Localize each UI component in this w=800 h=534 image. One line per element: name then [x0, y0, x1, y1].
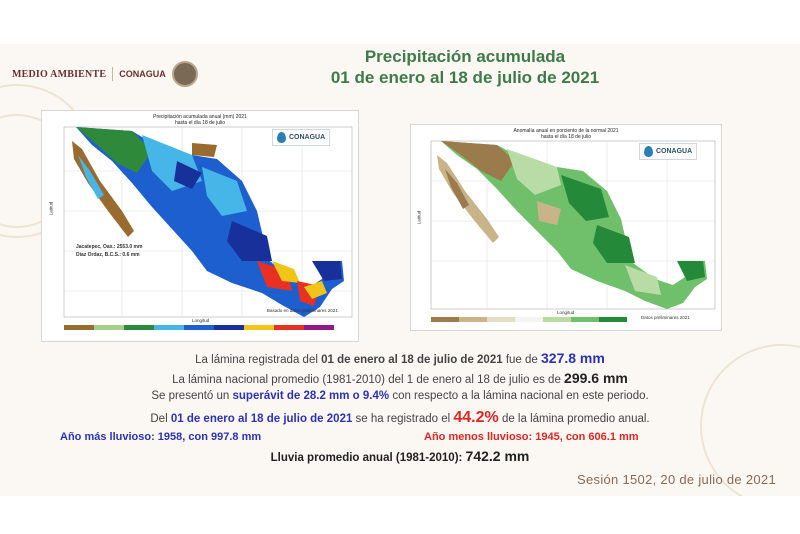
info-date-range: 01 de enero al 18 de julio de 2021	[321, 354, 503, 366]
info-text: La lámina registrada del	[195, 354, 322, 366]
precipitation-map: Precipitación acumulada anual (mm) 2021 …	[41, 110, 359, 342]
info-text: con respecto a la lámina nacional en est…	[389, 390, 649, 402]
info-text: de la lámina promedio anual.	[498, 413, 650, 425]
info-line-1: La lámina registrada del 01 de enero al …	[0, 350, 800, 366]
annual-average-value: 742.2 mm	[465, 448, 530, 464]
lat-label: Latitud	[416, 210, 422, 225]
water-drop-icon	[644, 146, 653, 157]
title-line-1: Precipitación acumulada	[364, 47, 566, 66]
base-note: Datos preliminares 2021	[641, 315, 690, 320]
info-line-4: Del 01 de enero al 18 de julio de 2021 s…	[0, 409, 800, 427]
conagua-badge-label: CONAGUA	[656, 148, 693, 155]
max-rain-note: Jacatepec, Oax.: 2553.0 mm	[76, 244, 143, 250]
logo-divider	[112, 67, 114, 81]
page-title: Precipitación acumulada 01 de enero al 1…	[300, 46, 630, 88]
session-footer: Sesión 1502, 20 de julio de 2021	[577, 472, 776, 487]
lat-label: Latitud	[48, 201, 54, 216]
info-text: se ha registrado el	[352, 413, 454, 425]
wettest-year: Año más lluvioso: 1958, con 997.8 mm	[60, 431, 262, 443]
map-caption-line-2: hasta el día 18 de julio	[540, 134, 592, 140]
anomaly-map-graphic	[430, 140, 716, 322]
driest-year: Año menos lluvioso: 1945, con 606.1 mm	[424, 431, 639, 443]
map-caption-line-1: Anomalía anual en porciento de la normal…	[513, 128, 619, 134]
min-rain-note: Diaz Ordaz, B.C.S.: 0.6 mm	[76, 252, 140, 258]
surplus-value: superávit de 28.2 mm o 9.4%	[232, 390, 390, 402]
info-line-3: Se presentó un superávit de 28.2 mm o 9.…	[0, 390, 800, 402]
seal-icon	[171, 61, 198, 87]
base-note: Basado en datos preliminares 2021	[267, 308, 338, 313]
anomaly-map: Anomalía anual en porciento de la normal…	[410, 124, 722, 331]
info-line-2: La lámina nacional promedio (1981-2010) …	[0, 370, 800, 386]
map-caption-line-2: hasta el día 18 de julio	[174, 120, 226, 126]
info-text: Del	[150, 413, 171, 425]
header-logos: MEDIO AMBIENTE CONAGUA	[12, 61, 198, 87]
info-text: La lámina nacional promedio (1981-2010) …	[172, 374, 565, 386]
info-text: Se presentó un	[151, 390, 233, 402]
map-caption-line-1: Precipitación acumulada anual (mm) 2021	[153, 114, 247, 120]
percent-value: 44.2%	[453, 409, 499, 426]
conagua-logo: CONAGUA	[119, 69, 166, 79]
medio-ambiente-logo: MEDIO AMBIENTE	[12, 68, 107, 80]
lon-label: Longitud	[192, 318, 210, 323]
conagua-badge: CONAGUA	[272, 129, 331, 146]
title-line-2: 01 de enero al 18 de julio de 2021	[330, 68, 600, 87]
conagua-badge: CONAGUA	[639, 143, 698, 160]
conagua-badge-label: CONAGUA	[289, 134, 326, 141]
slide: MEDIO AMBIENTE CONAGUA Precipitación acu…	[0, 44, 800, 496]
info-text: fue de	[502, 354, 541, 366]
info-date-range: 01 de enero al 18 de julio de 2021	[170, 413, 353, 425]
lon-label: Longitud	[557, 310, 575, 315]
info-line-avg: Lluvia promedio anual (1981-2010): 742.2…	[0, 448, 800, 464]
registered-value: 327.8 mm	[541, 350, 605, 366]
precipitation-map-graphic	[63, 126, 353, 330]
average-value: 299.6 mm	[564, 370, 628, 386]
water-drop-icon	[277, 132, 286, 143]
annual-average-label: Lluvia promedio anual (1981-2010):	[270, 452, 466, 464]
